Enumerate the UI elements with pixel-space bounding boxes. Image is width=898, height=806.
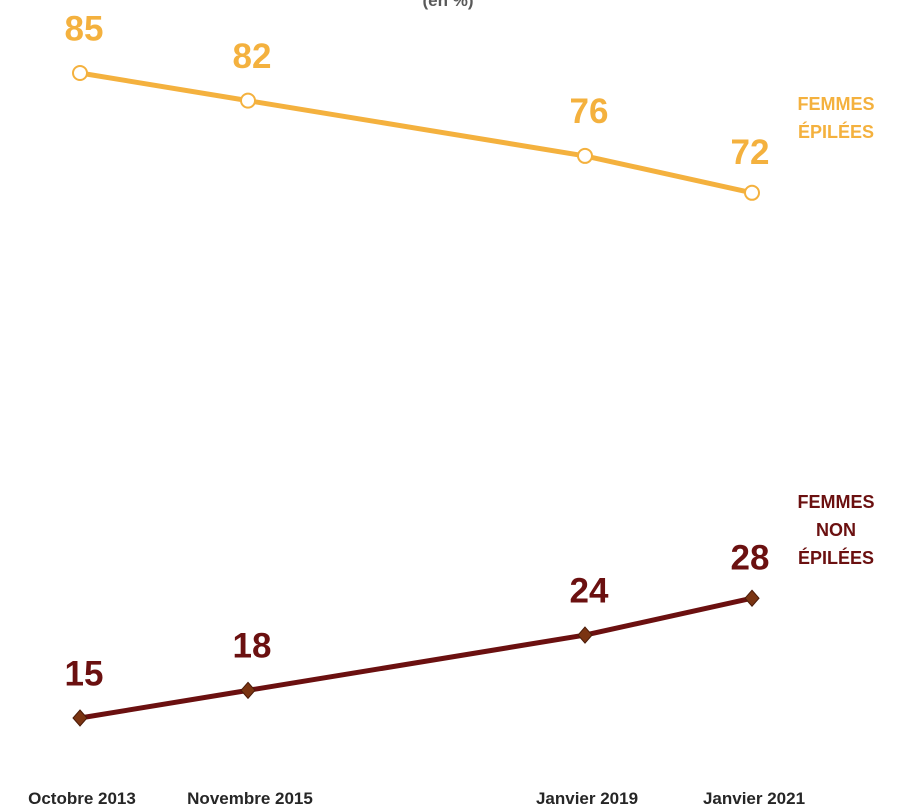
- data-label: 15: [65, 654, 104, 693]
- legend-entry: FEMMES ÉPILÉES: [797, 94, 875, 142]
- point: [744, 184, 760, 201]
- data-label: 28: [731, 538, 770, 577]
- legend-entry: FEMMES NON ÉPILÉES: [797, 492, 875, 568]
- data-label: 82: [233, 37, 272, 76]
- x-tick-label: Novembre 2015: [187, 789, 313, 806]
- data-label: 85: [65, 9, 104, 48]
- point: [577, 626, 593, 644]
- series-line: [79, 70, 753, 196]
- point: [577, 147, 593, 164]
- point: [744, 589, 760, 607]
- x-tick-label: Octobre 2013: [28, 789, 136, 806]
- data-label: 76: [570, 92, 609, 131]
- data-label: 24: [570, 571, 609, 610]
- x-tick-label: Janvier 2019: [536, 789, 638, 806]
- chart-subtitle: (en %): [423, 0, 474, 10]
- point: [240, 681, 256, 700]
- point: [72, 65, 88, 81]
- data-label: 72: [731, 133, 770, 172]
- point: [72, 709, 88, 727]
- x-tick-label: Janvier 2021: [703, 789, 805, 806]
- series-line: [79, 595, 753, 721]
- data-label: 18: [233, 627, 272, 666]
- point: [240, 92, 256, 109]
